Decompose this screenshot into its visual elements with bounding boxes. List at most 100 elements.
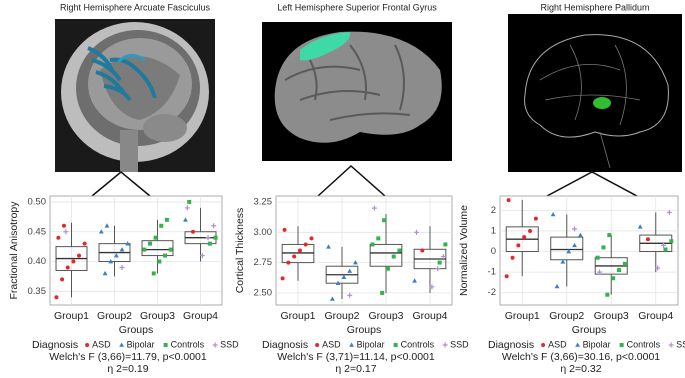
point (211, 223, 217, 229)
x-tick-label: Group1 (54, 310, 89, 322)
point (669, 239, 674, 244)
point (371, 205, 377, 211)
point (577, 232, 583, 237)
pallidum-image (508, 14, 682, 172)
point (443, 242, 448, 247)
point (119, 342, 125, 347)
point (506, 198, 511, 203)
point (605, 292, 610, 297)
point (213, 235, 218, 240)
point (98, 229, 104, 234)
y-axis-label: Fractional Anisotropy (8, 201, 20, 300)
point (153, 235, 158, 240)
legend-label: ASD (548, 339, 567, 349)
x-tick-label: Group3 (140, 310, 175, 322)
annotation: Welch's F (3,66)=11.79, p<0.0001 (49, 351, 207, 363)
point (159, 223, 164, 228)
point (212, 342, 218, 348)
point (113, 253, 119, 258)
legend-label: Bipolar (127, 339, 155, 349)
point (663, 247, 668, 252)
point (347, 268, 353, 273)
point (622, 261, 627, 266)
point (566, 249, 572, 254)
point (597, 269, 603, 275)
point (147, 241, 152, 246)
y-tick-label: 0.40 (28, 256, 47, 267)
point (550, 212, 556, 217)
x-tick-label: Group4 (638, 310, 673, 322)
point (326, 244, 331, 249)
point (347, 292, 353, 298)
point (119, 247, 125, 252)
annotation: η 2=0.32 (560, 363, 601, 375)
point (142, 247, 147, 252)
point (183, 217, 188, 222)
x-tick-label: Group4 (412, 310, 447, 322)
plot-area (49, 195, 223, 306)
point (353, 260, 358, 265)
point (385, 266, 390, 271)
point (601, 245, 606, 250)
point (207, 241, 212, 246)
point (303, 242, 308, 247)
point (575, 342, 581, 347)
point (280, 276, 285, 281)
x-axis-label: Groups (572, 324, 606, 336)
y-tick-label: 0.50 (28, 196, 47, 207)
y-tick-label: 1 (491, 225, 496, 236)
point (611, 276, 616, 281)
annotation: η 2=0.19 (107, 363, 148, 375)
y-tick-label: 2.75 (254, 257, 273, 268)
point (184, 205, 190, 211)
y-tick-label: 2 (491, 205, 496, 216)
point (205, 235, 211, 241)
x-tick-label: Group3 (368, 310, 403, 322)
point (341, 274, 347, 279)
point (56, 235, 61, 240)
legend-label: SSD (220, 339, 239, 349)
point (533, 216, 538, 221)
x-axis-label: Groups (119, 324, 153, 336)
y-tick-label: 3.00 (254, 227, 273, 238)
legend-label: Controls (171, 339, 205, 349)
point (376, 236, 381, 241)
point (655, 265, 661, 271)
point (82, 241, 87, 246)
point (504, 274, 509, 279)
panel-title: Right Hemisphere Arcuate Fasciculus (60, 2, 211, 12)
legend-label: Bipolar (357, 339, 385, 349)
point (522, 235, 527, 240)
annotation: Welch's F (3,71)=11.14, p<0.0001 (277, 351, 435, 363)
point (560, 259, 566, 264)
legend-label: Bipolar (583, 339, 611, 349)
point (607, 233, 612, 238)
point (370, 242, 375, 247)
legend-label: SSD (450, 339, 469, 349)
legend-title: Diagnosis (32, 339, 78, 351)
x-tick-label: Group4 (183, 310, 218, 322)
y-tick-label: 2.50 (254, 287, 273, 298)
point (309, 236, 314, 241)
point (60, 277, 65, 282)
y-tick-label: 0.35 (28, 286, 47, 297)
box (141, 240, 174, 257)
point (554, 283, 560, 289)
point (151, 271, 156, 276)
point (71, 259, 76, 264)
legend-label: SSD (676, 339, 685, 349)
annotation: η 2=0.17 (335, 363, 376, 375)
point (429, 284, 435, 290)
point (104, 223, 110, 228)
point (510, 255, 515, 260)
connectors (91, 164, 638, 197)
legend-label: Controls (627, 339, 661, 349)
point (393, 343, 398, 347)
point (435, 266, 441, 272)
panel-title: Left Hemisphere Superior Frontal Gyrus (277, 2, 437, 12)
point (315, 343, 320, 347)
x-tick-label: Group1 (505, 310, 540, 322)
point (77, 253, 82, 258)
point (335, 280, 341, 285)
